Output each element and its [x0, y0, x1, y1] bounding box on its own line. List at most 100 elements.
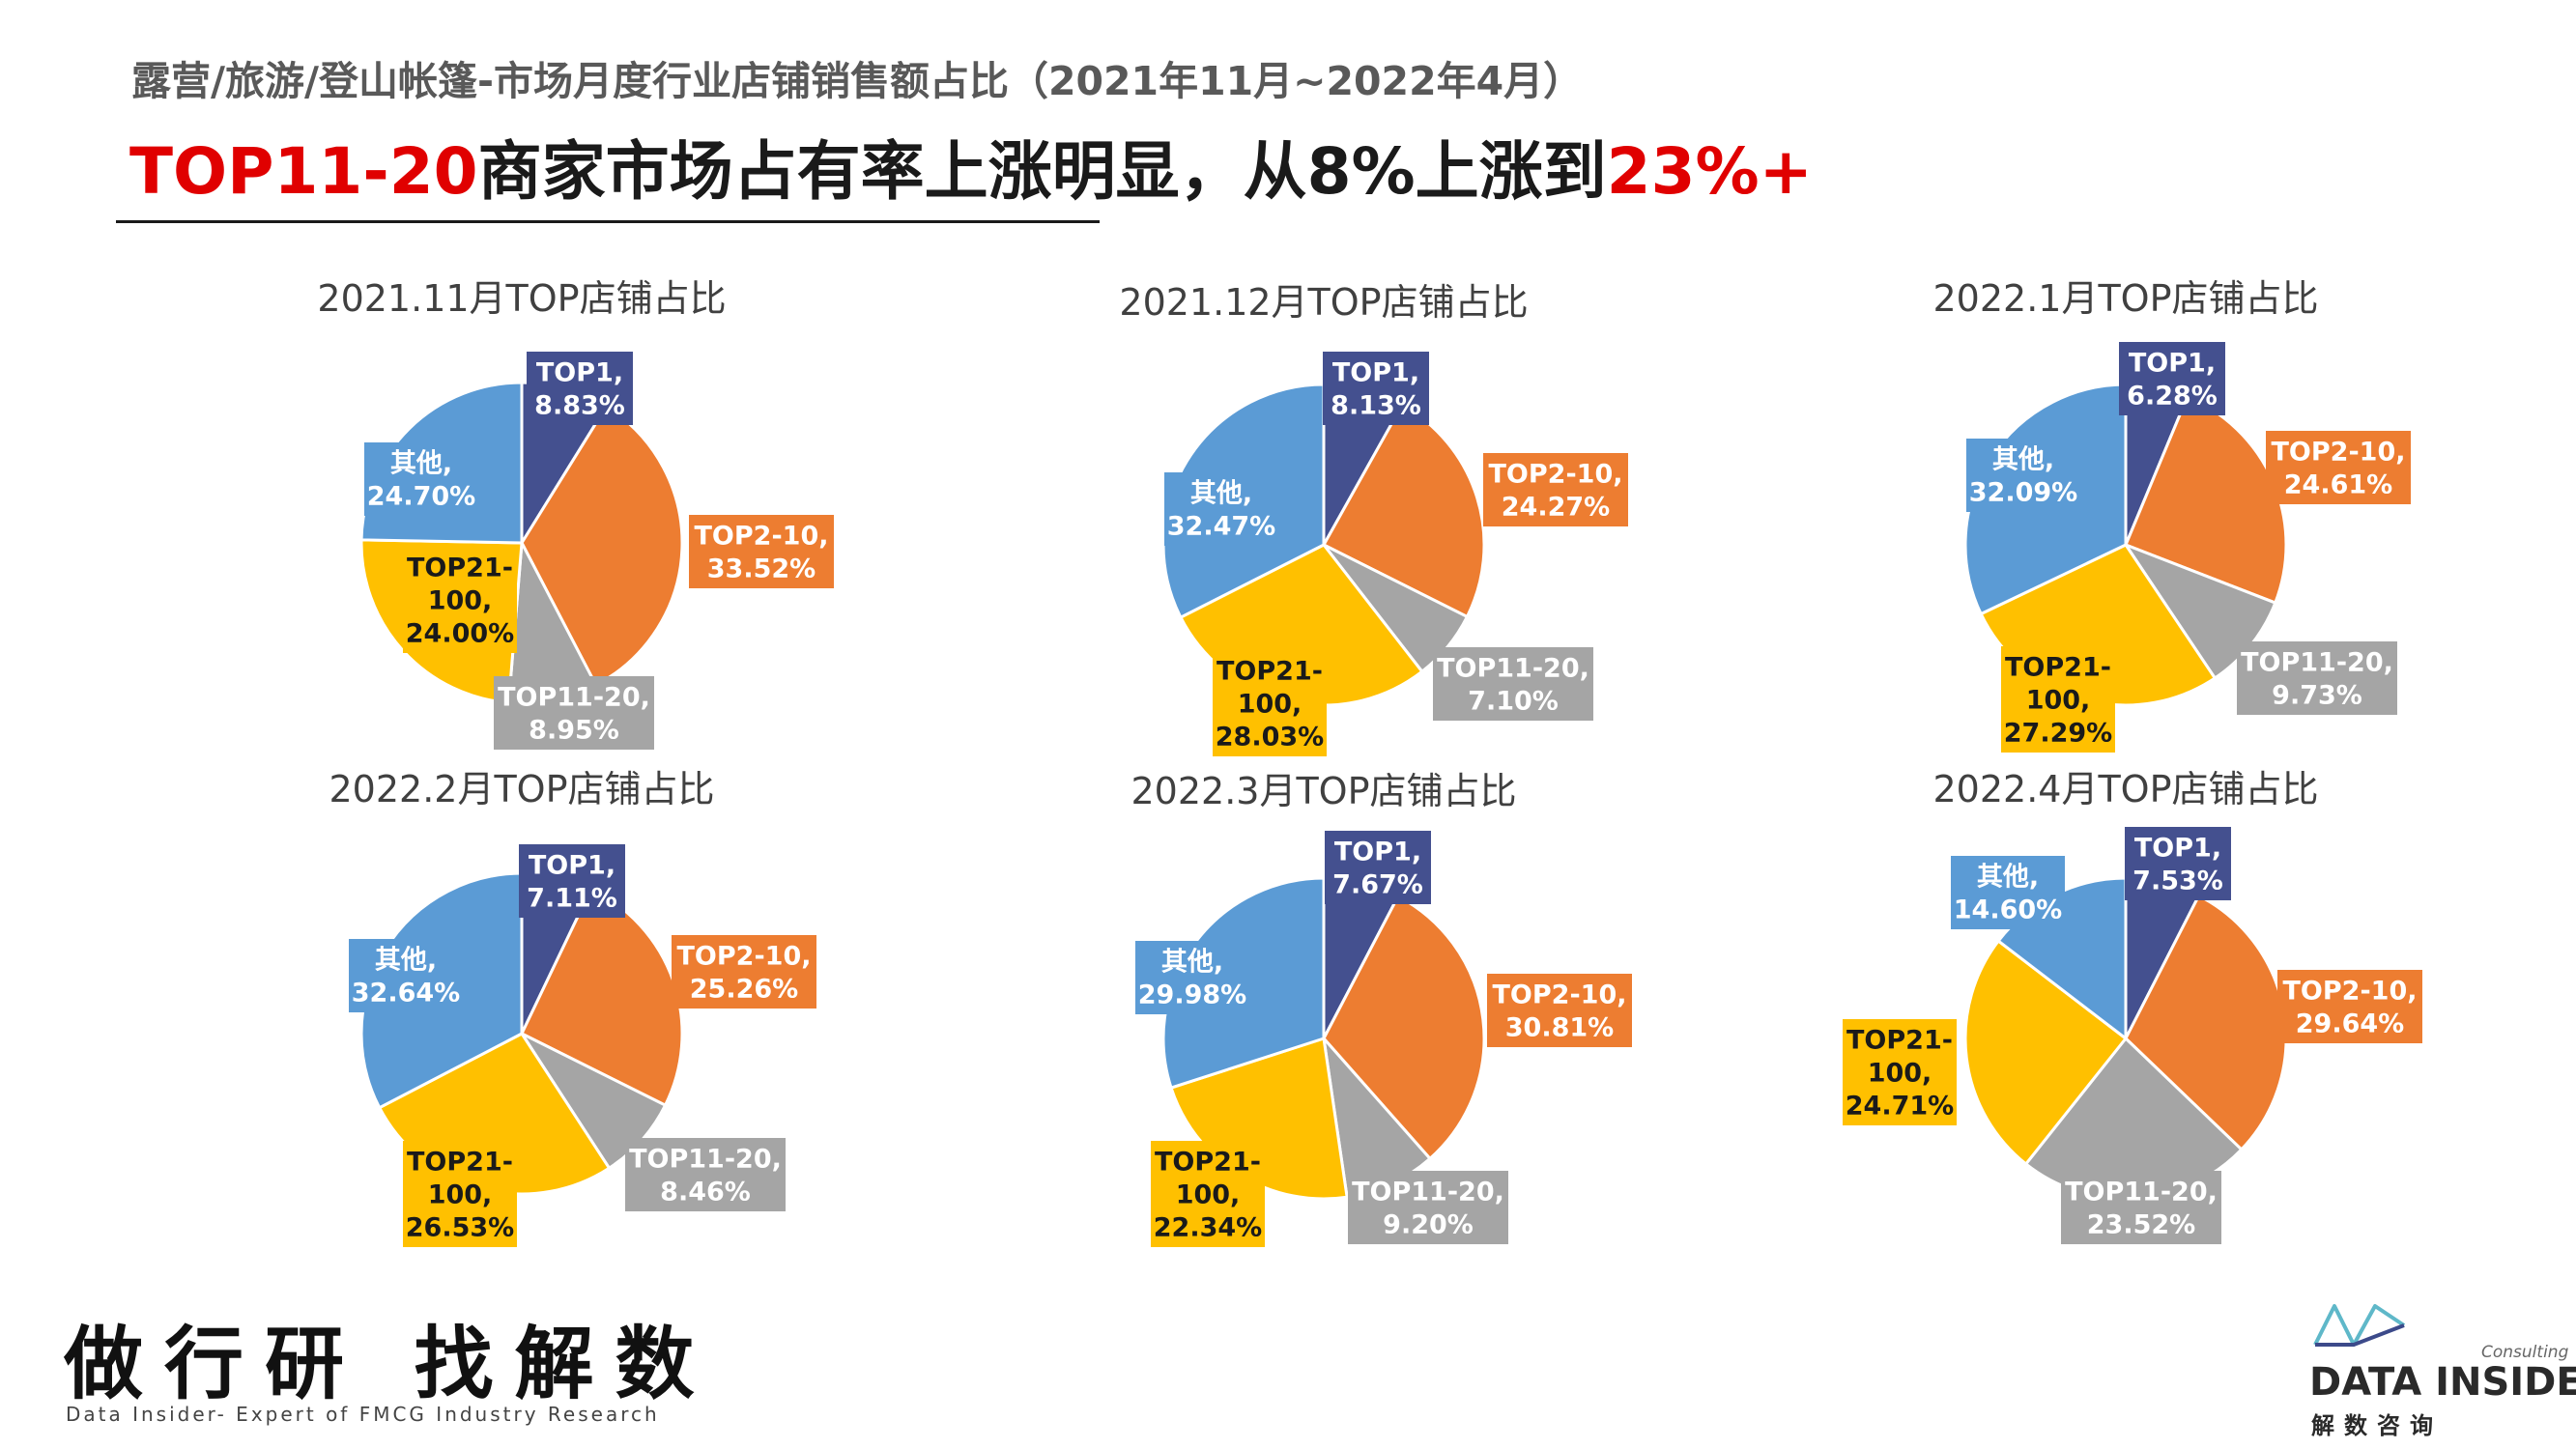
data-label-other: 其他, 24.70%: [364, 442, 478, 516]
data-label-box: [1966, 439, 2080, 512]
data-label-top2-10: TOP2-10, 33.52%: [689, 515, 834, 588]
data-label-text: TOP2-10, 24.61%: [2272, 438, 2406, 500]
pie-chart-1: 2021.11月TOP店铺占比 TOP1, 8.83% TOP2-10, 33.52% T…: [317, 277, 834, 750]
data-label-text: TOP1, 8.83%: [534, 358, 625, 421]
data-label-top21-100: TOP21-100, 24.71%: [1843, 1019, 1957, 1125]
data-label-box: [2125, 827, 2231, 900]
data-label-box: [1951, 856, 2065, 929]
data-label-box: [689, 515, 834, 588]
data-label-top11-20: TOP11-20, 8.95%: [494, 676, 654, 750]
data-label-box: [1323, 352, 1429, 425]
data-label-top11-20: TOP11-20, 8.46%: [625, 1138, 786, 1211]
data-label-text: 其他, 32.47%: [1167, 479, 1275, 542]
data-label-other: 其他, 32.64%: [349, 939, 463, 1012]
data-label-box: [403, 1141, 517, 1247]
data-label-top2-10: TOP2-10, 24.61%: [2266, 431, 2411, 504]
data-label-box: [625, 1138, 786, 1211]
pie-slice-top2-10: [1322, 894, 1486, 1161]
data-label-text: TOP11-20, 9.20%: [1352, 1178, 1504, 1240]
data-label-box: [1348, 1171, 1508, 1244]
data-label-text: TOP1, 8.13%: [1331, 358, 1421, 421]
brand-name: DATA INSIDER: [2309, 1360, 2576, 1405]
data-label-box: [2061, 1171, 2221, 1244]
chart-title: 2022.4月TOP店铺占比: [1932, 768, 2318, 810]
headline-highlight-segment: TOP11-20: [129, 134, 478, 209]
data-label-box: [349, 939, 463, 1012]
data-insider-logo-icon: [2313, 1304, 2406, 1347]
pie-chart-4: 2022.2月TOP店铺占比 TOP1, 7.11% TOP2-10, 25.26% TO…: [329, 768, 816, 1247]
data-label-text: TOP21-100, 27.29%: [2004, 653, 2112, 749]
pie-slice-top21-100: [1963, 938, 2129, 1167]
data-label-top21-100: TOP21-100, 28.03%: [1213, 650, 1327, 756]
data-label-top1: TOP1, 6.28%: [2119, 342, 2225, 415]
data-label-top11-20: TOP11-20, 23.52%: [2061, 1171, 2221, 1244]
data-label-box: [2237, 641, 2397, 715]
data-label-top21-100: TOP21-100, 27.29%: [2001, 646, 2115, 753]
data-label-top2-10: TOP2-10, 29.64%: [2277, 970, 2422, 1043]
data-label-text: 其他, 29.98%: [1138, 948, 1246, 1010]
data-label-top1: TOP1, 7.11%: [519, 844, 625, 918]
pie-chart-3: 2022.1月TOP店铺占比 TOP1, 6.28% TOP2-10, 24.61% TO…: [1932, 277, 2411, 753]
data-label-top21-100: TOP21-100, 24.00%: [403, 547, 517, 653]
data-label-text: TOP1, 7.67%: [1332, 838, 1423, 900]
data-label-top2-10: TOP2-10, 24.27%: [1483, 453, 1628, 526]
data-label-text: TOP2-10, 29.64%: [2283, 977, 2418, 1039]
headline-text: 商家市场占有率上涨明显，从8%上涨到: [477, 134, 1607, 209]
data-label-text: TOP11-20, 7.10%: [1437, 654, 1589, 717]
data-label-box: [1164, 472, 1278, 546]
data-label-box: [519, 844, 625, 918]
data-label-text: TOP21-100, 26.53%: [406, 1148, 514, 1243]
page-headline: TOP11-20商家市场占有率上涨明显，从8%上涨到23%+: [129, 120, 1813, 213]
pie-charts-canvas: 2021.11月TOP店铺占比 TOP1, 8.83% TOP2-10, 33.52% T…: [317, 277, 2422, 1247]
data-label-box: [527, 352, 633, 425]
data-label-box: [1325, 831, 1431, 904]
data-label-top2-10: TOP2-10, 25.26%: [672, 935, 816, 1009]
data-label-top1: TOP1, 8.13%: [1323, 352, 1429, 425]
data-label-box: [494, 676, 654, 750]
footer-slogan: 做行研 找解数: [64, 1318, 716, 1410]
data-label-text: 其他, 32.09%: [1969, 445, 2077, 508]
data-label-text: TOP21-100, 28.03%: [1216, 657, 1324, 753]
data-label-box: [1151, 1141, 1265, 1247]
pie-slice-top2-10: [520, 404, 684, 688]
headline-highlight-value: 23%+: [1606, 134, 1813, 209]
data-label-top1: TOP1, 8.83%: [527, 352, 633, 425]
data-label-top1: TOP1, 7.67%: [1325, 831, 1431, 904]
data-label-text: 其他, 32.64%: [352, 946, 460, 1009]
data-label-text: TOP11-20, 8.46%: [629, 1145, 782, 1208]
data-label-top1: TOP1, 7.53%: [2125, 827, 2231, 900]
data-label-text: TOP21-100, 22.34%: [1154, 1148, 1262, 1243]
data-label-box: [1433, 647, 1593, 721]
data-label-text: TOP2-10, 25.26%: [677, 942, 812, 1005]
data-label-text: TOP1, 7.11%: [527, 851, 617, 914]
data-label-top21-100: TOP21-100, 26.53%: [403, 1141, 517, 1247]
chart-title: 2022.1月TOP店铺占比: [1932, 277, 2318, 320]
data-label-box: [1843, 1019, 1957, 1125]
data-label-text: TOP2-10, 24.27%: [1489, 460, 1623, 523]
data-label-text: TOP11-20, 9.73%: [2241, 648, 2393, 711]
chart-title: 2022.2月TOP店铺占比: [329, 768, 714, 810]
data-label-top21-100: TOP21-100, 22.34%: [1151, 1141, 1265, 1247]
data-label-text: TOP11-20, 8.95%: [498, 683, 650, 746]
data-label-other: 其他, 32.09%: [1966, 439, 2080, 512]
data-label-text: TOP1, 6.28%: [2127, 349, 2218, 412]
data-label-text: TOP11-20, 23.52%: [2065, 1178, 2218, 1240]
data-label-text: 其他, 14.60%: [1954, 863, 2062, 925]
data-label-top11-20: TOP11-20, 9.73%: [2237, 641, 2397, 715]
footer-slogan-subtitle: Data Insider- Expert of FMCG Industry Re…: [66, 1403, 660, 1426]
page-subtitle: 露营/旅游/登山帐篷-市场月度行业店铺销售额占比（2021年11月~2022年4…: [131, 58, 1584, 104]
data-label-top11-20: TOP11-20, 9.20%: [1348, 1171, 1508, 1244]
data-label-box: [1483, 453, 1628, 526]
pie-chart-6: 2022.4月TOP店铺占比 TOP1, 7.53% TOP2-10, 29.64% TO…: [1843, 768, 2422, 1244]
data-label-box: [364, 442, 478, 516]
data-label-top2-10: TOP2-10, 30.81%: [1487, 974, 1632, 1047]
data-label-box: [403, 547, 517, 653]
data-label-text: 其他, 24.70%: [367, 449, 475, 512]
data-label-other: 其他, 29.98%: [1135, 941, 1249, 1014]
chart-title: 2022.3月TOP店铺占比: [1131, 770, 1516, 812]
data-label-box: [1213, 650, 1327, 756]
data-label-text: TOP2-10, 30.81%: [1493, 980, 1627, 1043]
headline-underline: [116, 220, 1100, 223]
brand-consulting-label: Consulting: [2481, 1343, 2569, 1362]
data-label-box: [1487, 974, 1632, 1047]
